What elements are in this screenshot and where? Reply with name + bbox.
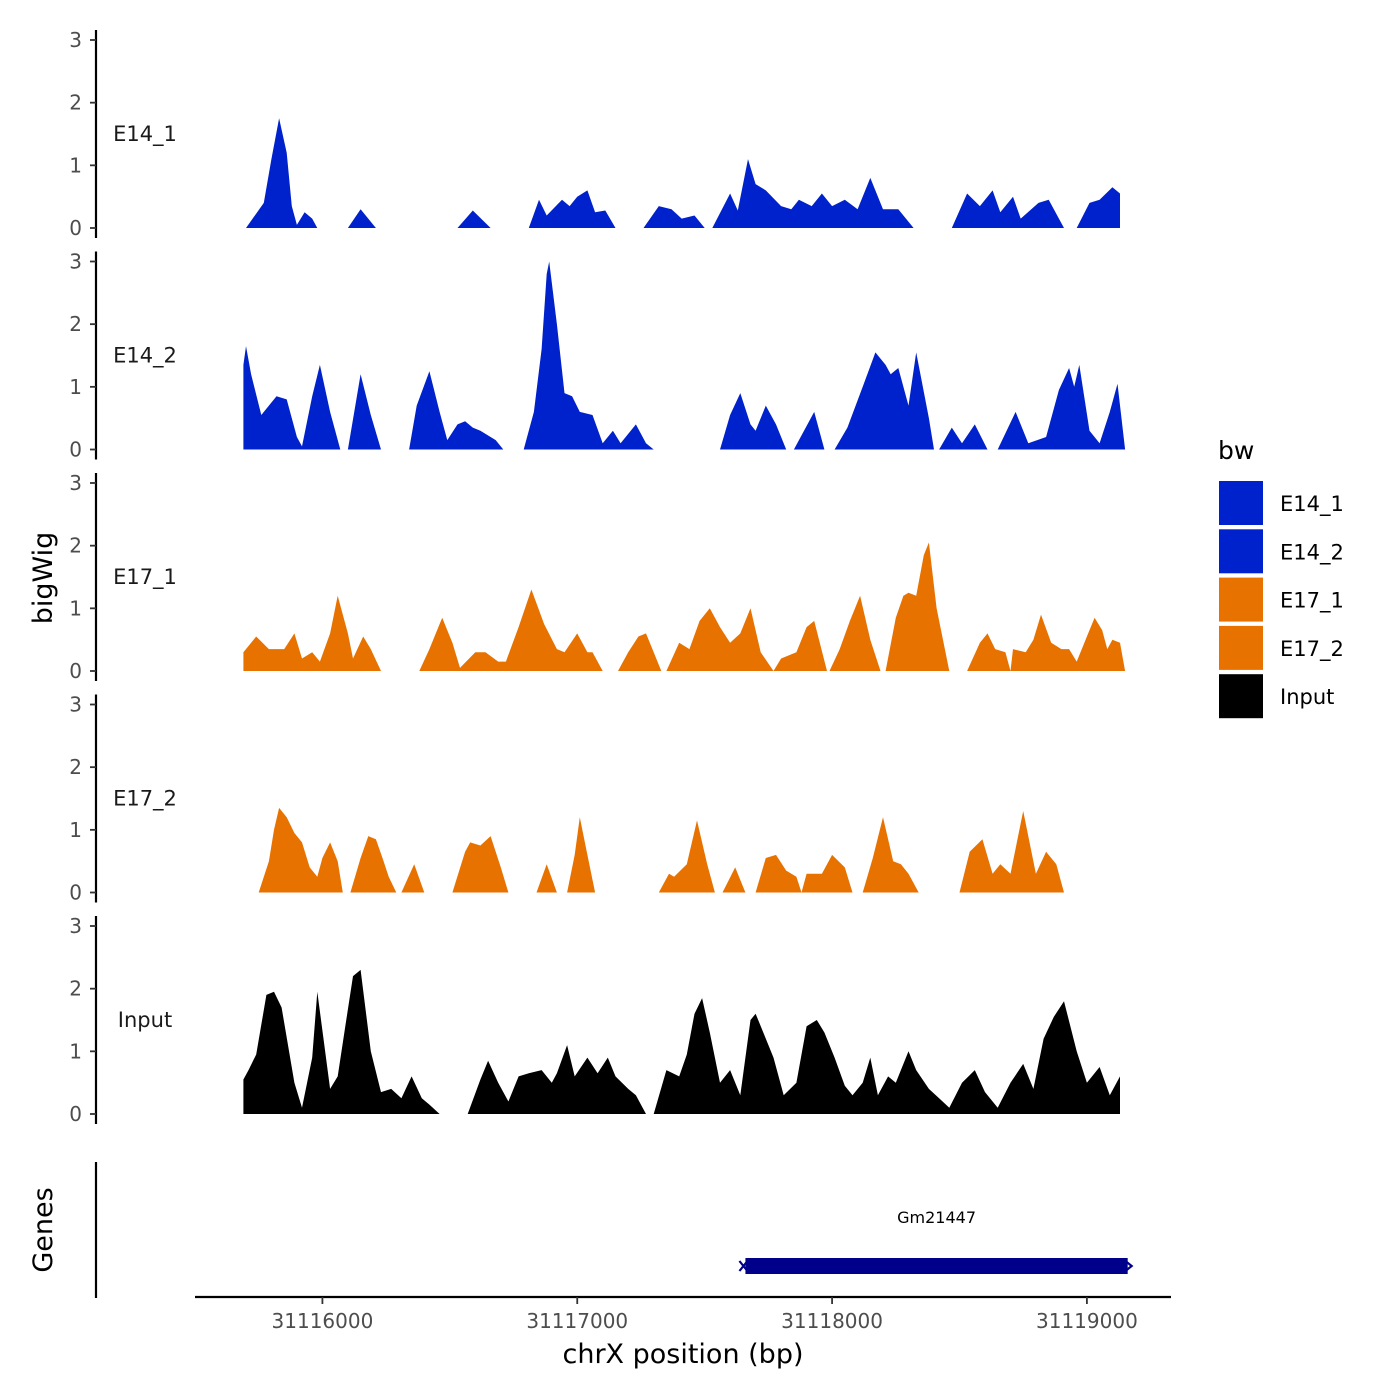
coverage-area-E17_1-6 bbox=[885, 542, 950, 671]
coverage-area-E17_1-0 bbox=[243, 595, 381, 671]
coverage-area-E17_2-10 bbox=[959, 811, 1064, 893]
y-tick-label-Input-1: 1 bbox=[69, 1039, 82, 1063]
y-tick-label-E17_2-1: 1 bbox=[69, 818, 82, 842]
coverage-area-E14_2-4 bbox=[720, 393, 787, 450]
coverage-area-E14_2-0 bbox=[243, 346, 341, 450]
track-E14_2: 0 1 2 3 E14_2 bbox=[69, 250, 1126, 462]
coverage-area-E14_2-1 bbox=[347, 374, 381, 450]
y-tick-label-E14_1-3: 3 bbox=[69, 28, 82, 52]
y-tick-label-E17_1-3: 3 bbox=[69, 471, 82, 495]
coverage-area-E14_2-6 bbox=[834, 352, 934, 450]
coverage-area-E14_1-3 bbox=[528, 190, 616, 228]
coverage-area-E14_2-2 bbox=[409, 371, 504, 450]
y-tick-label-E14_1-0: 0 bbox=[69, 216, 82, 240]
y-tick-label-E17_1-2: 2 bbox=[69, 534, 82, 558]
track-label-E14_2: E14_2 bbox=[113, 344, 177, 369]
coverage-area-Input-0 bbox=[243, 969, 440, 1114]
y-tick-label-E14_2-0: 0 bbox=[69, 438, 82, 462]
coverage-area-E17_2-6 bbox=[658, 820, 715, 893]
coverage-area-E14_2-5 bbox=[793, 411, 825, 450]
coverage-tracks: 0 1 2 3 E14_1 0 1 2 3 E14_2 0 1 2 3 E17_1 0 1 2 3 E17_2 0 1 2 3… bbox=[69, 28, 1126, 1126]
coverage-area-E14_1-0 bbox=[246, 118, 318, 228]
coverage-area-E14_1-4 bbox=[643, 206, 705, 228]
track-label-E14_1: E14_1 bbox=[113, 122, 177, 147]
legend-key-E14_1 bbox=[1219, 481, 1263, 525]
track-E14_1: 0 1 2 3 E14_1 bbox=[69, 28, 1120, 240]
coverage-area-E14_1-2 bbox=[457, 210, 491, 228]
coverage-area-E14_1-7 bbox=[1076, 187, 1120, 228]
coverage-area-E17_1-4 bbox=[773, 620, 827, 671]
y-tick-label-E14_2-2: 2 bbox=[69, 312, 82, 336]
track-label-Input: Input bbox=[118, 1008, 172, 1032]
y-tick-label-E17_2-2: 2 bbox=[69, 755, 82, 779]
gene-Gm21447 bbox=[745, 1258, 1128, 1274]
coverage-area-E14_2-7 bbox=[939, 424, 988, 450]
legend-label-E17_2: E17_2 bbox=[1280, 637, 1344, 662]
y-tick-label-E17_2-3: 3 bbox=[69, 693, 82, 717]
coverage-area-Input-2 bbox=[653, 998, 1120, 1114]
track-label-E17_2: E17_2 bbox=[113, 787, 177, 812]
gene-start-marker-Gm21447 bbox=[738, 1260, 749, 1272]
y-tick-label-E17_1-0: 0 bbox=[69, 659, 82, 683]
y-tick-label-E17_1-1: 1 bbox=[69, 596, 82, 620]
genes-track: Genes Gm21447 bbox=[28, 1162, 1134, 1298]
y-tick-label-Input-0: 0 bbox=[69, 1102, 82, 1126]
coverage-area-E14_1-5 bbox=[712, 159, 914, 228]
coverage-area-E17_2-9 bbox=[862, 817, 919, 893]
gene-label-Gm21447: Gm21447 bbox=[897, 1208, 976, 1227]
coverage-area-E17_1-7 bbox=[967, 614, 1126, 671]
legend-label-E14_2: E14_2 bbox=[1280, 540, 1344, 565]
coverage-area-E17_2-1 bbox=[350, 836, 397, 893]
legend-label-E17_1: E17_1 bbox=[1280, 589, 1344, 614]
x-tick-label-31118000: 31118000 bbox=[781, 1309, 883, 1333]
legend-key-E14_2 bbox=[1219, 529, 1263, 574]
coverage-area-E14_2-3 bbox=[523, 261, 654, 450]
coverage-area-E14_2-8 bbox=[997, 364, 1126, 450]
legend-key-Input bbox=[1219, 674, 1263, 719]
genes-axis-title: Genes bbox=[28, 1187, 59, 1272]
coverage-area-E17_2-3 bbox=[452, 836, 509, 893]
x-tick-label-31119000: 31119000 bbox=[1036, 1309, 1138, 1333]
x-tick-label-31116000: 31116000 bbox=[272, 1309, 374, 1333]
coverage-area-E14_1-6 bbox=[951, 190, 1064, 228]
track-Input: 0 1 2 3 Input bbox=[69, 914, 1120, 1126]
coverage-area-E17_2-5 bbox=[567, 817, 596, 893]
gene-strand-marker-Gm21447 bbox=[1125, 1261, 1134, 1271]
legend-label-Input: Input bbox=[1280, 685, 1334, 709]
x-tick-label-31117000: 31117000 bbox=[526, 1309, 628, 1333]
coverage-area-E17_1-2 bbox=[618, 633, 662, 671]
legend-title: bw bbox=[1218, 436, 1254, 465]
coverage-area-E17_2-4 bbox=[536, 864, 557, 893]
track-E17_2: 0 1 2 3 E17_2 bbox=[69, 693, 1064, 905]
coverage-area-Input-1 bbox=[467, 1045, 646, 1114]
coverage-area-E17_1-5 bbox=[829, 595, 881, 671]
legend-key-E17_1 bbox=[1219, 577, 1263, 622]
track-label-E17_1: E17_1 bbox=[113, 565, 177, 590]
legend-key-E17_2 bbox=[1219, 625, 1263, 670]
coverage-area-E17_2-8 bbox=[755, 854, 853, 893]
y-tick-label-E14_1-1: 1 bbox=[69, 153, 82, 177]
x-axis-title: chrX position (bp) bbox=[562, 1339, 803, 1370]
y-tick-label-Input-3: 3 bbox=[69, 914, 82, 938]
legend-label-E14_1: E14_1 bbox=[1280, 492, 1344, 517]
x-axis: chrX position (bp) 31116000 31117000 31118… bbox=[195, 1295, 1171, 1370]
y-tick-label-E14_1-2: 2 bbox=[69, 91, 82, 115]
y-tick-label-Input-2: 2 bbox=[69, 977, 82, 1001]
y-tick-label-E14_2-3: 3 bbox=[69, 250, 82, 274]
y-tick-label-E17_2-0: 0 bbox=[69, 881, 82, 905]
track-E17_1: 0 1 2 3 E17_1 bbox=[69, 471, 1126, 683]
y-axis-title: bigWig bbox=[28, 532, 59, 625]
coverage-area-E17_1-1 bbox=[419, 589, 603, 671]
coverage-area-E17_2-0 bbox=[258, 807, 343, 893]
coverage-area-E17_1-3 bbox=[666, 608, 774, 671]
coverage-area-E17_2-2 bbox=[401, 864, 425, 893]
legend: bw E14_1 E14_2 E17_1 E17_2 Input bbox=[1218, 436, 1344, 719]
coverage-area-E14_1-1 bbox=[347, 209, 376, 228]
coverage-area-E17_2-7 bbox=[722, 867, 746, 893]
y-tick-label-E14_2-1: 1 bbox=[69, 375, 82, 399]
